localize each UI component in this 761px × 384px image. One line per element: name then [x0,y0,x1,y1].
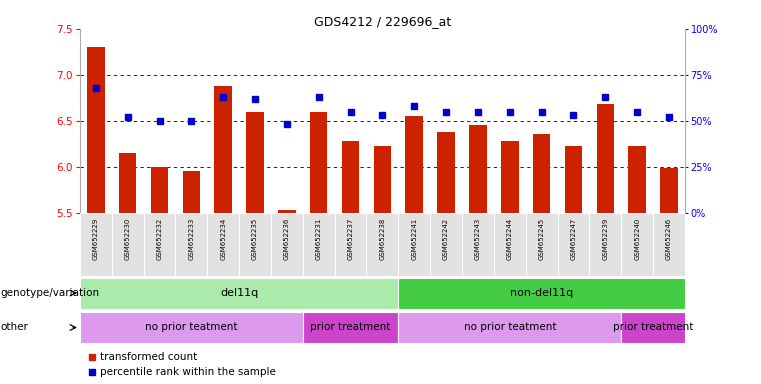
Bar [278,210,295,213]
Bar [207,213,239,276]
Bar [398,278,685,308]
Text: GSM652246: GSM652246 [666,218,672,260]
Bar [119,153,136,213]
Text: GSM652229: GSM652229 [93,218,99,260]
Text: GSM652230: GSM652230 [125,218,131,260]
Text: GSM652247: GSM652247 [571,218,576,260]
Text: GSM652245: GSM652245 [539,218,545,260]
Title: GDS4212 / 229696_at: GDS4212 / 229696_at [314,15,451,28]
Text: GSM652235: GSM652235 [252,218,258,260]
Text: GSM652238: GSM652238 [380,218,385,260]
Bar [629,146,646,213]
Text: transformed count: transformed count [100,353,197,362]
Bar [80,312,303,343]
Text: GSM652243: GSM652243 [475,218,481,260]
Bar [589,213,621,276]
Bar [501,141,518,213]
Bar [374,146,391,213]
Bar [183,171,200,213]
Bar [310,111,327,213]
Bar [406,116,423,213]
Bar [303,312,398,343]
Bar [533,134,550,213]
Bar [215,86,232,213]
Bar [430,213,462,276]
Bar [342,141,359,213]
Text: GSM652236: GSM652236 [284,218,290,260]
Text: no prior teatment: no prior teatment [463,323,556,333]
Bar [661,169,678,213]
Bar [494,213,526,276]
Text: prior treatment: prior treatment [613,323,693,333]
Bar [335,213,367,276]
Text: GSM652233: GSM652233 [189,218,194,260]
Text: GSM652237: GSM652237 [348,218,354,260]
Bar [398,312,621,343]
Text: GSM652240: GSM652240 [634,218,640,260]
Bar [621,312,685,343]
Text: genotype/variation: genotype/variation [0,288,99,298]
Bar [438,132,455,213]
Bar [144,213,176,276]
Bar [80,278,398,308]
Text: GSM652244: GSM652244 [507,218,513,260]
Bar [653,213,685,276]
Text: del11q: del11q [220,288,258,298]
Text: other: other [0,323,28,333]
Bar [80,213,112,276]
Text: GSM652231: GSM652231 [316,218,322,260]
Text: GSM652232: GSM652232 [157,218,163,260]
Text: non-del11q: non-del11q [510,288,573,298]
Bar [151,167,168,213]
Bar [303,213,335,276]
Bar [112,213,144,276]
Bar [462,213,494,276]
Bar [271,213,303,276]
Bar [239,213,271,276]
Text: no prior teatment: no prior teatment [145,323,237,333]
Text: GSM652242: GSM652242 [443,218,449,260]
Bar [87,47,104,213]
Bar [621,213,653,276]
Text: percentile rank within the sample: percentile rank within the sample [100,367,275,377]
Text: prior treatment: prior treatment [310,323,390,333]
Bar [398,213,430,276]
Text: GSM652234: GSM652234 [220,218,226,260]
Bar [247,111,264,213]
Text: GSM652241: GSM652241 [411,218,417,260]
Bar [597,104,614,213]
Bar [470,125,487,213]
Bar [558,213,589,276]
Bar [367,213,398,276]
Bar [526,213,558,276]
Bar [565,146,582,213]
Text: GSM652239: GSM652239 [602,218,608,260]
Bar [176,213,207,276]
